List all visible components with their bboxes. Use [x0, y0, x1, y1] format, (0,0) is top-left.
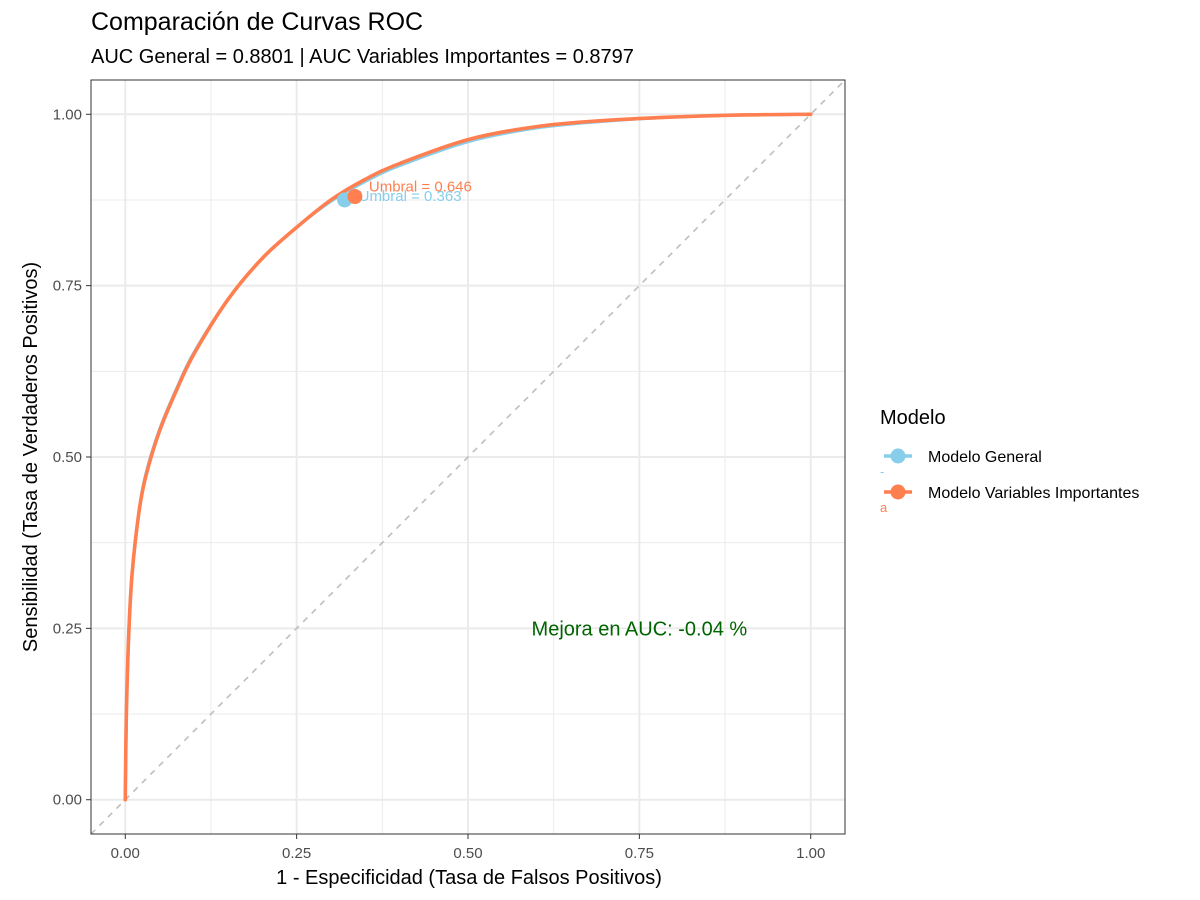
x-axis-title: 1 - Especificidad (Tasa de Falsos Positi… — [276, 867, 662, 889]
reference-diagonal — [90, 79, 846, 835]
y-axis-ticks: 0.00 0.25 0.50 0.75 1.00 — [53, 106, 91, 809]
roc-line-modelo-variables-importantes — [123, 112, 813, 802]
legend-point-swatch — [890, 448, 906, 464]
y-tick-label: 0.50 — [53, 449, 82, 466]
x-tick-label: 0.75 — [625, 845, 654, 862]
x-tick-label: 0.00 — [111, 845, 140, 862]
legend-items: - Modelo General a Modelo Variables Importa… — [880, 448, 1139, 515]
x-tick-label: 0.25 — [282, 845, 311, 862]
y-axis-title: Sensibilidad (Tasa de Verdaderos Positiv… — [20, 262, 42, 652]
legend: Modelo - Modelo General a Modelo Variables … — [880, 407, 1139, 515]
threshold-label-importantes: Umbral = 0.646 — [369, 179, 472, 196]
threshold-label-general: Umbral = 0.363 — [359, 188, 462, 205]
threshold-point-importantes — [347, 189, 363, 205]
legend-text-glyph: a — [880, 500, 888, 515]
legend-text-glyph: - — [880, 464, 884, 479]
legend-point-swatch — [890, 484, 906, 500]
legend-label: Modelo General — [928, 449, 1042, 466]
auc-improvement-annotation: Mejora en AUC: -0.04 % — [532, 618, 748, 640]
y-tick-label: 0.75 — [53, 278, 82, 295]
y-tick-label: 1.00 — [53, 106, 82, 123]
chart-subtitle: AUC General = 0.8801 | AUC Variables Imp… — [91, 46, 634, 68]
legend-label: Modelo Variables Importantes — [928, 485, 1139, 502]
y-tick-label: 0.25 — [53, 620, 82, 637]
chart-title: Comparación de Curvas ROC — [91, 8, 423, 36]
series-layer — [123, 112, 813, 802]
legend-title: Modelo — [880, 407, 946, 429]
y-tick-label: 0.00 — [53, 792, 82, 809]
x-tick-label: 0.50 — [453, 845, 482, 862]
x-tick-label: 1.00 — [796, 845, 825, 862]
x-axis-ticks: 0.00 0.25 0.50 0.75 1.00 — [111, 834, 825, 862]
